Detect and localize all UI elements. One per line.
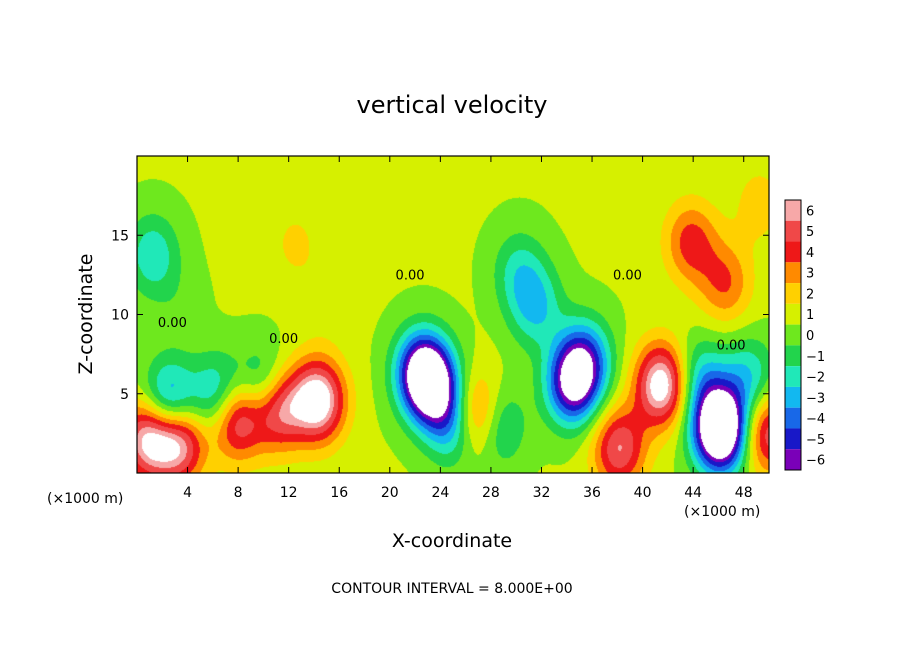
- colorbar-swatch: [785, 324, 801, 346]
- contour-value-label: 0.00: [158, 316, 187, 331]
- x-tick-label: 40: [634, 485, 652, 501]
- y-axis-label: Z-coordinate: [75, 254, 97, 375]
- colorbar-swatch: [785, 283, 801, 304]
- colorbar-swatch: [785, 303, 801, 325]
- colorbar-swatch: [785, 407, 801, 429]
- y-axis-ticks: 5 10 15: [111, 228, 769, 403]
- colorbar-swatch: [785, 345, 801, 367]
- colorbar-label: −6: [806, 454, 825, 469]
- x-tick-label: 28: [482, 485, 500, 501]
- colorbar-label: 5: [806, 225, 814, 240]
- colorbar-label: −2: [806, 371, 825, 386]
- colorbar-swatch: [785, 366, 801, 387]
- colorbar-swatch: [785, 200, 801, 221]
- x-unit-left: (×1000 m): [47, 491, 123, 507]
- x-tick-label: 12: [280, 485, 298, 501]
- contour-value-label: 0.00: [613, 269, 642, 284]
- x-tick-label: 20: [381, 485, 399, 501]
- colorbar-label: 4: [806, 246, 814, 261]
- x-tick-label: 4: [183, 485, 192, 501]
- x-tick-label: 24: [431, 485, 449, 501]
- y-tick-label: 15: [111, 228, 129, 244]
- x-tick-label: 36: [583, 485, 601, 501]
- colorbar-swatch: [785, 220, 801, 242]
- heatmap-field: [137, 156, 769, 473]
- colorbar-label: −3: [806, 391, 825, 406]
- x-tick-label: 16: [330, 485, 348, 501]
- colorbar-swatch: [785, 449, 801, 470]
- y-tick-label: 5: [120, 387, 129, 403]
- colorbar-frame: [784, 199, 802, 471]
- y-tick-label: 10: [111, 308, 129, 324]
- colorbar-label: 2: [806, 287, 814, 302]
- colorbar-label: 3: [806, 267, 814, 282]
- x-unit-right: (×1000 m): [684, 504, 760, 520]
- colorbar-label: −5: [806, 433, 825, 448]
- x-tick-label: 8: [234, 485, 243, 501]
- colorbar-label: −4: [806, 412, 825, 427]
- plot-area: 0.000.000.00 0.000.00 4 8 12 16 20 24 28 32 36 40 4…: [111, 155, 770, 501]
- x-axis-label: X-coordinate: [392, 530, 512, 552]
- x-tick-label: 32: [533, 485, 551, 501]
- colorbar-swatch: [785, 262, 801, 284]
- colorbar-swatch: [785, 428, 801, 450]
- contour-interval-note: CONTOUR INTERVAL = 8.000E+00: [331, 581, 572, 597]
- colorbar-label: 1: [806, 308, 814, 323]
- colorbar-swatch: [785, 386, 801, 408]
- chart-title: vertical velocity: [357, 91, 548, 119]
- colorbar-label: 6: [806, 204, 814, 219]
- x-tick-label: 44: [684, 485, 702, 501]
- contour-value-label: 0.00: [396, 269, 425, 284]
- x-axis-ticks: 4 8 12 16 20 24 28 32 36 40 44 48: [183, 156, 753, 501]
- contour-value-label: 0.00: [717, 338, 746, 353]
- contour-labels: 0.00 0.00 0.00 0.00 0.00: [158, 269, 746, 354]
- x-tick-label: 48: [735, 485, 753, 501]
- colorbar: 6 5 4 3 2 1 0 −1 −2 −3 −4 −5 −6: [784, 199, 825, 471]
- colorbar-swatch: [785, 241, 801, 263]
- colorbar-label: −1: [806, 350, 825, 365]
- colorbar-label: 0: [806, 329, 814, 344]
- contour-value-label: 0.00: [269, 332, 298, 347]
